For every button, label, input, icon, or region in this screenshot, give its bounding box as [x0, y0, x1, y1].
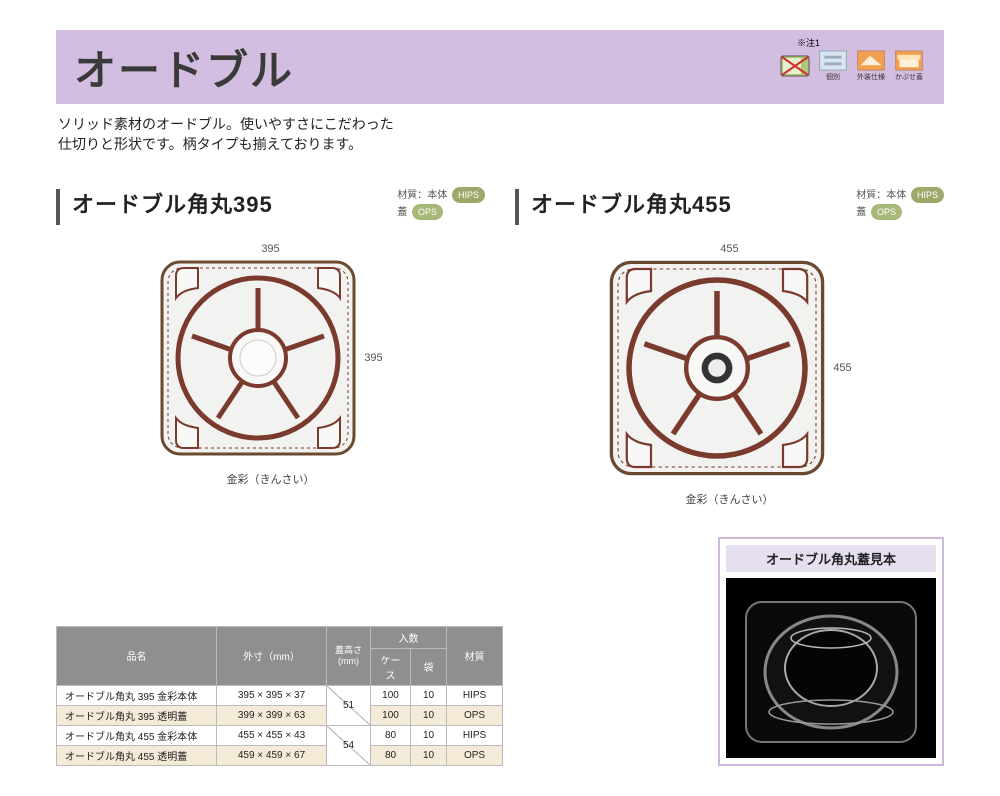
th-case: ケース	[371, 648, 411, 685]
th-qty: 入数	[371, 626, 447, 648]
hips-pill: HIPS	[452, 187, 485, 203]
material-info: 材質：本体 HIPS 蓋 OPS	[856, 187, 944, 221]
note-label: ※注1	[797, 36, 820, 49]
cover-lid-icon: かぶせ蓋	[892, 50, 926, 82]
lid-h-cell: 54	[327, 725, 371, 765]
th-dim: 外寸（mm）	[217, 626, 327, 685]
tray-illustration	[158, 258, 358, 458]
lid-sample-image	[726, 578, 936, 758]
no-microwave-icon	[778, 50, 812, 82]
table-row: オードブル角丸 395 透明蓋 399 × 399 × 63 100 10 OP…	[57, 705, 503, 725]
tray-caption: 金彩（きんさい）	[56, 471, 485, 487]
material-info: 材質：本体 HIPS 蓋 OPS	[397, 187, 485, 221]
table-row: オードブル角丸 455 透明蓋 459 × 459 × 67 80 10 OPS	[57, 745, 503, 765]
accent-bar	[56, 189, 60, 225]
category-header: オードブル ※注1 個別	[56, 30, 944, 104]
product-name: オードブル角丸455	[531, 187, 844, 219]
th-mat: 材質	[447, 626, 503, 685]
page-title: オードブル	[74, 37, 294, 98]
th-lid-h: 蓋高さ(mm)	[327, 626, 371, 685]
spec-table-wrap: 品名 外寸（mm） 蓋高さ(mm) 入数 材質 ケース 袋 オードブル角丸 39…	[56, 596, 503, 766]
lid-h-cell: 51	[327, 685, 371, 725]
description-text: ソリッド素材のオードブル。使いやすさにこだわった 仕切りと形状です。柄タイプも揃…	[58, 114, 944, 155]
th-bag: 袋	[411, 648, 447, 685]
ops-pill: OPS	[871, 204, 902, 220]
product-455: オードブル角丸455 材質：本体 HIPS 蓋 OPS 455	[515, 187, 944, 507]
ops-pill: OPS	[412, 204, 443, 220]
separate-icon: 個別	[816, 50, 850, 82]
hips-pill: HIPS	[911, 187, 944, 203]
tray-illustration	[607, 258, 827, 478]
table-row: オードブル角丸 455 金彩本体 455 × 455 × 43 54 80 10…	[57, 725, 503, 745]
header-icon-row: 個別 外装仕様 かぶせ蓋	[778, 50, 926, 82]
lid-sample-title: オードブル角丸蓋見本	[726, 545, 936, 572]
lid-sample-box: オードブル角丸蓋見本	[718, 537, 944, 766]
product-395: オードブル角丸395 材質：本体 HIPS 蓋 OPS 395	[56, 187, 485, 507]
table-row: オードブル角丸 395 金彩本体 395 × 395 × 37 51 100 1…	[57, 685, 503, 705]
height-dimension: 395	[364, 352, 382, 364]
height-dimension: 455	[833, 362, 851, 374]
spec-table: 品名 外寸（mm） 蓋高さ(mm) 入数 材質 ケース 袋 オードブル角丸 39…	[56, 626, 503, 766]
th-name: 品名	[57, 626, 217, 685]
width-dimension: 455	[515, 243, 944, 255]
width-dimension: 395	[56, 243, 485, 255]
product-name: オードブル角丸395	[72, 187, 385, 219]
tray-caption: 金彩（きんさい）	[515, 491, 944, 507]
accent-bar	[515, 189, 519, 225]
outer-pack-icon: 外装仕様	[854, 50, 888, 82]
